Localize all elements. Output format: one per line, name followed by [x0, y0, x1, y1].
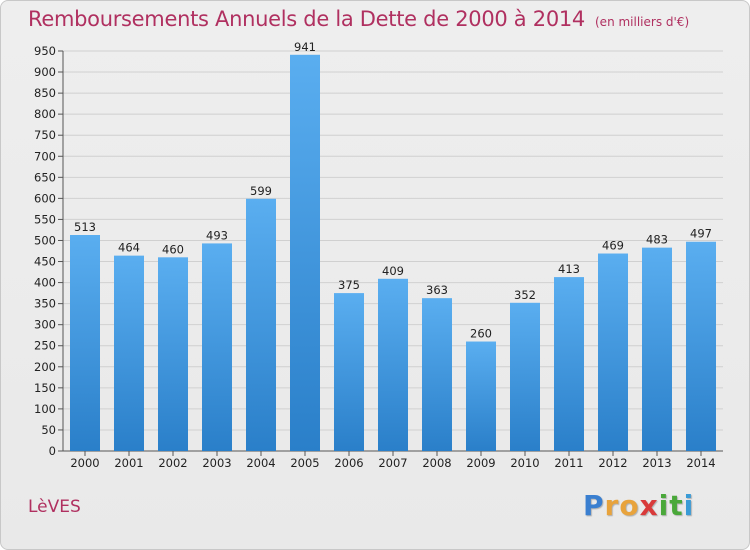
y-tick-label: 750	[34, 128, 56, 142]
x-tick-label: 2012	[598, 456, 627, 470]
value-labels: 513 464 460 493 599 941 375 409 363 260 352 413 469 4…	[74, 40, 712, 341]
x-tick-label: 2013	[642, 456, 671, 470]
x-tick-label: 2010	[510, 456, 539, 470]
bar	[290, 54, 320, 451]
bar-value-label: 260	[470, 327, 492, 341]
x-tick-label: 2001	[114, 456, 143, 470]
bar	[246, 198, 276, 451]
x-tick-label: 2014	[686, 456, 715, 470]
bar	[510, 302, 540, 451]
logo-letter: r	[604, 489, 620, 522]
bar-value-label: 352	[514, 288, 536, 302]
y-tick-label: 850	[34, 86, 56, 100]
x-tick-label: 2004	[246, 456, 275, 470]
bar	[422, 298, 452, 451]
logo-letter: o	[619, 489, 640, 522]
y-tick-label: 950	[34, 44, 56, 58]
y-tick-label: 800	[34, 107, 56, 121]
y-tick-label: 50	[41, 423, 56, 437]
bar-value-label: 460	[162, 242, 184, 256]
y-tick-label: 350	[34, 297, 56, 311]
y-tick-label: 250	[34, 339, 56, 353]
logo-letter: x	[639, 489, 659, 522]
y-tick-label: 0	[49, 444, 56, 458]
bar	[686, 241, 716, 451]
place-name: LèVES	[28, 497, 81, 517]
y-tick-label: 500	[34, 233, 56, 247]
bar	[70, 235, 100, 451]
y-tick-label: 900	[34, 65, 56, 79]
bar	[158, 257, 188, 451]
x-tick-label: 2007	[378, 456, 407, 470]
y-tick-label: 150	[34, 381, 56, 395]
logo-letter: P	[583, 489, 605, 522]
bar	[114, 255, 144, 451]
bar	[378, 278, 408, 451]
bar-value-label: 413	[558, 262, 580, 276]
y-tick-label: 600	[34, 191, 56, 205]
x-tick-label: 2008	[422, 456, 451, 470]
bar	[334, 293, 364, 451]
bar	[598, 253, 628, 451]
y-tick-label: 100	[34, 402, 56, 416]
y-tick-label: 550	[34, 212, 56, 226]
y-tick-label: 300	[34, 318, 56, 332]
x-tick-label: 2003	[202, 456, 231, 470]
bar-value-label: 363	[426, 283, 448, 297]
bar-value-label: 409	[382, 264, 404, 278]
bar-value-label: 941	[294, 40, 316, 54]
bar	[554, 277, 584, 451]
bar-value-label: 493	[206, 228, 228, 242]
x-tick-label: 2011	[554, 456, 583, 470]
bar-value-label: 469	[602, 239, 624, 253]
bar-value-label: 464	[118, 241, 140, 255]
logo-letter: i	[658, 489, 670, 522]
y-tick-label: 450	[34, 255, 56, 269]
bar-value-label: 375	[338, 278, 360, 292]
x-tick-label: 2005	[290, 456, 319, 470]
bar-value-label: 599	[250, 184, 272, 198]
bar	[466, 341, 496, 451]
bar-value-label: 483	[646, 233, 668, 247]
bar-value-label: 497	[690, 227, 712, 241]
x-tick-label: 2000	[70, 456, 99, 470]
y-tick-label: 400	[34, 276, 56, 290]
bars	[70, 54, 716, 451]
proxiti-logo: Proxiti	[583, 489, 694, 522]
logo-letter: t	[669, 489, 684, 522]
y-tick-label: 650	[34, 170, 56, 184]
x-tick-label: 2009	[466, 456, 495, 470]
bar	[202, 243, 232, 451]
bar-value-label: 513	[74, 220, 96, 234]
chart-subtitle: (en milliers d'€)	[595, 15, 690, 29]
y-tick-label: 700	[34, 149, 56, 163]
chart-title: Remboursements Annuels de la Dette de 20…	[28, 7, 689, 31]
x-tick-label: 2006	[334, 456, 363, 470]
x-tick-label: 2002	[158, 456, 187, 470]
chart-title-text: Remboursements Annuels de la Dette de 20…	[28, 7, 585, 31]
y-tick-label: 200	[34, 360, 56, 374]
axes: 0 50 100 150 200 250 300 350 400 450 500 550 600 650 7…	[34, 44, 723, 470]
bar	[642, 247, 672, 451]
logo-letter: i	[683, 489, 695, 522]
